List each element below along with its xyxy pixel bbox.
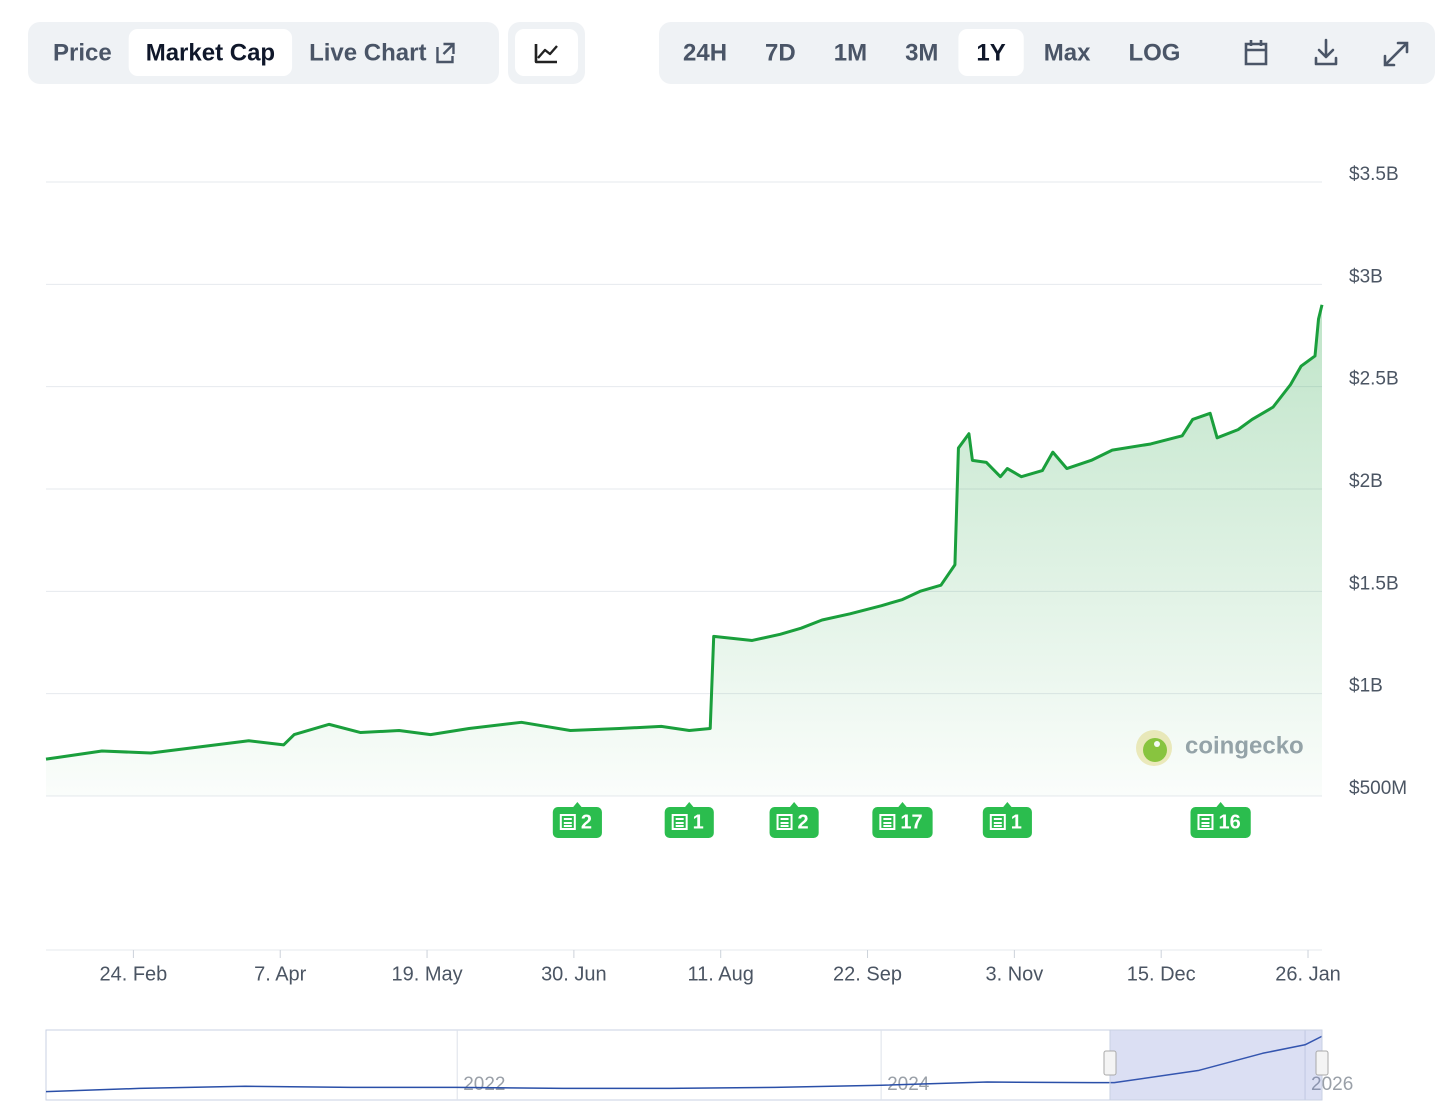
y-tick-label: $1B: [1349, 676, 1383, 697]
x-tick-label: 22. Sep: [833, 963, 902, 985]
news-icon: [1197, 814, 1214, 830]
x-tick-label: 30. Jun: [541, 963, 607, 985]
y-tick-label: $1.5B: [1349, 573, 1399, 594]
x-tick-label: 24. Feb: [99, 963, 167, 985]
x-tick-label: 26. Jan: [1275, 963, 1341, 985]
news-count[interactable]: 1: [693, 811, 704, 833]
range-label[interactable]: 24H: [683, 39, 727, 66]
x-tick-label: 3. Nov: [985, 963, 1043, 985]
news-count[interactable]: 17: [900, 811, 922, 833]
news-icon: [776, 814, 793, 830]
news-icon: [559, 814, 576, 830]
news-badge[interactable]: 2: [552, 802, 602, 838]
range-label[interactable]: Max: [1044, 39, 1091, 66]
badge-pointer: [684, 802, 695, 808]
news-count[interactable]: 2: [581, 811, 592, 833]
news-icon: [989, 814, 1006, 830]
y-tick-label: $2B: [1349, 471, 1383, 492]
tab-label[interactable]: Price: [53, 39, 112, 66]
navigator-handle[interactable]: [1103, 1050, 1117, 1076]
x-tick-label: 19. May: [391, 963, 462, 985]
news-badge[interactable]: 1: [982, 802, 1032, 838]
range-label[interactable]: LOG: [1128, 39, 1180, 66]
line: [45, 1035, 1323, 1093]
badge-pointer: [897, 802, 908, 808]
range-label[interactable]: 7D: [765, 39, 796, 66]
x-tick-label: 7. Apr: [254, 963, 307, 985]
calendar-icon[interactable]: [1244, 40, 1268, 66]
news-count[interactable]: 2: [798, 811, 809, 833]
external-icon: [436, 42, 455, 64]
fullscreen-icon[interactable]: [1383, 41, 1409, 67]
range-active: [958, 29, 1024, 76]
navigator-handle[interactable]: [1315, 1050, 1329, 1076]
download-icon[interactable]: [1314, 38, 1338, 66]
line-icon: [534, 44, 558, 64]
area: [46, 304, 1322, 796]
y-tick-label: $2.5B: [1349, 369, 1399, 390]
news-icon: [879, 814, 896, 830]
y-tick-label: $3.5B: [1349, 164, 1399, 185]
x-tick-label: 11. Aug: [688, 963, 754, 985]
news-badge[interactable]: 17: [872, 802, 933, 838]
news-count[interactable]: 1: [1011, 811, 1022, 833]
range-label[interactable]: 1Y: [976, 39, 1005, 66]
news-count[interactable]: 16: [1218, 811, 1240, 833]
tab-label[interactable]: Live Chart: [309, 39, 426, 66]
tab-label[interactable]: Market Cap: [146, 39, 275, 66]
badge-pointer: [572, 802, 583, 808]
news-badge[interactable]: 1: [664, 802, 714, 838]
badge-pointer: [789, 802, 800, 808]
y-tick-label: $3B: [1349, 266, 1383, 287]
tab-active: [128, 29, 293, 76]
line: [45, 304, 1324, 761]
news-badge[interactable]: 16: [1190, 802, 1251, 838]
range-group: [659, 22, 1435, 84]
x-tick-label: 15. Dec: [1127, 963, 1196, 985]
y-tick-label: $500M: [1349, 778, 1407, 799]
news-icon: [671, 814, 688, 830]
badge-pointer: [1002, 802, 1013, 808]
badge-pointer: [1215, 802, 1226, 808]
range-label[interactable]: 1M: [834, 39, 867, 66]
navigator-tick-label: 2022: [463, 1074, 505, 1095]
navigator-selection[interactable]: [1109, 1029, 1323, 1101]
range-label[interactable]: 3M: [905, 39, 938, 66]
news-badge[interactable]: 2: [769, 802, 819, 838]
